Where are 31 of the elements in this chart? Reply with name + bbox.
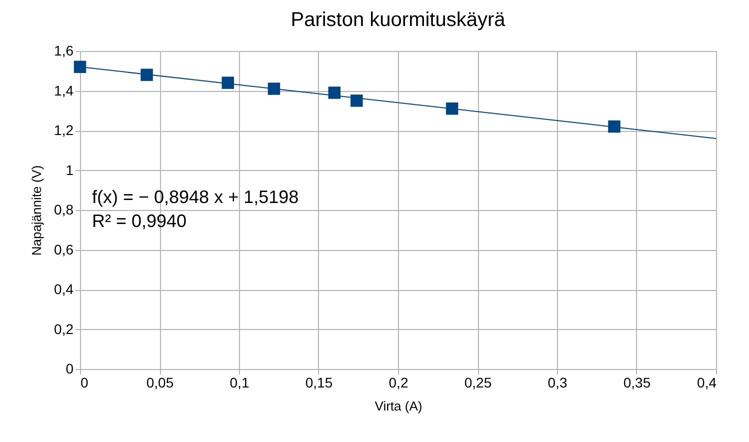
x-tick-label: 0,2 <box>388 374 408 390</box>
annotation: f(x) = − 0,8948 x + 1,5198 <box>92 187 299 207</box>
y-tick-label: 0,6 <box>54 241 74 258</box>
x-tick-label: 0,25 <box>464 374 492 390</box>
y-tick-label: 0 <box>66 360 74 376</box>
point <box>608 120 620 133</box>
x-tick-label: 0,3 <box>548 374 568 390</box>
point <box>446 102 458 115</box>
annotation: R² = 0,9940 <box>92 211 187 231</box>
y-tick-label: 1 <box>66 162 74 178</box>
point <box>350 94 363 107</box>
chart-title: Pariston kuormituskäyrä <box>290 9 506 31</box>
x-tick-label: 0,15 <box>305 374 333 390</box>
x-tick-label: 0,4 <box>697 374 717 390</box>
y-tick-label: 0,4 <box>54 281 74 297</box>
x-tick-label: 0,35 <box>623 374 651 390</box>
y-tick-label: 0,2 <box>54 320 74 337</box>
point <box>328 86 341 99</box>
y-axis-title: Napajännite (V) <box>29 165 44 256</box>
point <box>74 60 86 74</box>
point <box>140 68 153 81</box>
x-tick-label: 0,1 <box>230 374 250 390</box>
y-tick-label: 1,2 <box>54 122 74 138</box>
x-tick-label: 0,05 <box>146 374 174 390</box>
y-tick-label: 0,8 <box>54 202 74 218</box>
y-tick-label: 1,4 <box>54 82 74 98</box>
point <box>222 76 234 89</box>
x-axis-title: Virta (A) <box>374 398 422 414</box>
x-tick-label: 0 <box>80 374 88 390</box>
point <box>268 82 280 95</box>
y-tick-label: 1,6 <box>54 42 74 58</box>
